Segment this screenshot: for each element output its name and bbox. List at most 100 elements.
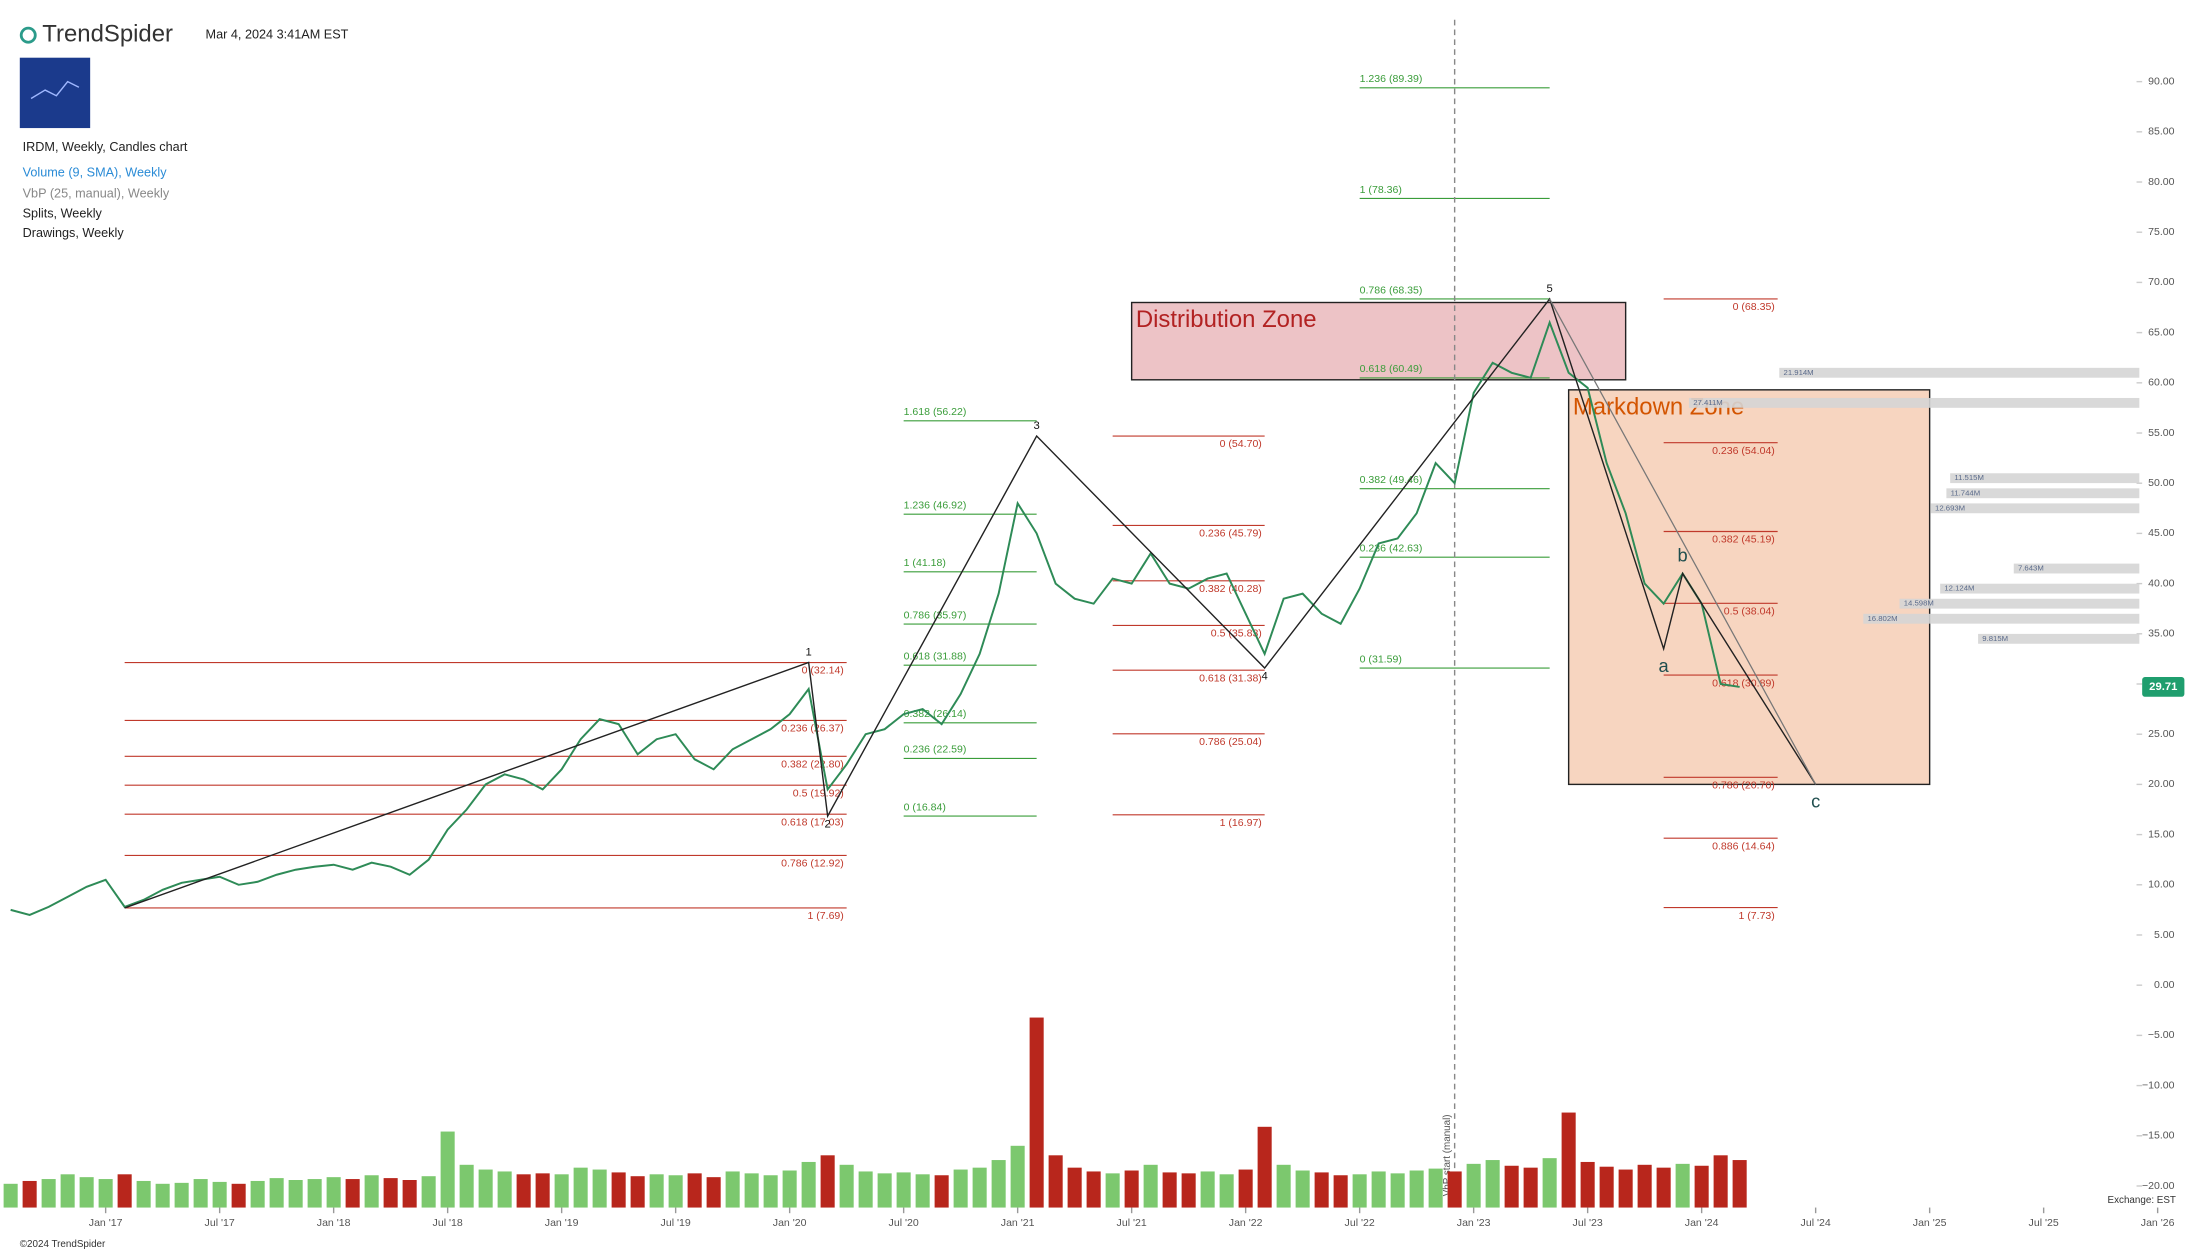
volume-bar — [1618, 1169, 1633, 1208]
volume-bar — [231, 1183, 246, 1208]
last-price-badge — [2142, 677, 2185, 697]
fib-label: 0 (68.35) — [1733, 301, 1775, 313]
volume-bar — [1162, 1172, 1177, 1208]
volume-bar — [611, 1172, 626, 1208]
fib-label: 0 (54.70) — [1220, 438, 1262, 450]
volume-bar — [763, 1175, 778, 1208]
volume-bar — [972, 1167, 987, 1208]
volume-bar — [573, 1167, 588, 1208]
volume-bar — [1276, 1164, 1291, 1208]
fib-label: 0.236 (45.79) — [1199, 528, 1262, 540]
volume-bar — [1485, 1160, 1500, 1208]
volume-bar — [1523, 1167, 1538, 1208]
volume-bar — [402, 1180, 417, 1208]
volume-bar — [60, 1174, 75, 1208]
volume-bar — [877, 1173, 892, 1208]
volume-bar — [1010, 1145, 1025, 1208]
fib-label: 0 (31.59) — [1360, 653, 1402, 665]
volume-bar — [801, 1161, 816, 1208]
y-tick-label: 85.00 — [2148, 126, 2175, 138]
volume-bar — [1067, 1167, 1082, 1208]
fib-label: 0.886 (14.64) — [1712, 840, 1775, 852]
volume-profile-bar — [1930, 503, 2140, 514]
volume-profile-bar — [1899, 598, 2140, 609]
volume-bar — [1314, 1172, 1329, 1208]
fib-label: 0.236 (54.04) — [1712, 445, 1775, 457]
wave-label: 5 — [1547, 283, 1553, 295]
x-tick-label: Jan '17 — [89, 1217, 123, 1229]
fib-label: 0.5 (19.92) — [793, 787, 844, 799]
copyright: ©2024 TrendSpider — [20, 1239, 106, 1250]
volume-profile-label: 12.693M — [1935, 503, 1965, 512]
volume-bar — [896, 1172, 911, 1208]
x-tick-label: Jan '20 — [773, 1217, 807, 1229]
volume-bar — [1409, 1170, 1424, 1208]
logo-mark — [30, 80, 80, 100]
volume-profile-bar — [1688, 397, 2140, 408]
volume-profile-bar — [2013, 563, 2140, 574]
fib-label: 0.786 (25.04) — [1199, 736, 1262, 748]
volume-bar — [1561, 1112, 1576, 1208]
volume-bar — [516, 1174, 531, 1208]
volume-bar — [174, 1182, 189, 1208]
x-tick-label: Jan '25 — [1913, 1217, 1947, 1229]
brand-icon — [19, 26, 37, 44]
volume-bar — [98, 1179, 113, 1208]
x-tick-label: Jul '24 — [1801, 1217, 1831, 1229]
volume-profile-bar — [1978, 633, 2140, 644]
x-tick-label: Jan '18 — [317, 1217, 351, 1229]
volume-bar — [22, 1180, 37, 1208]
volume-profile-label: 21.914M — [1784, 368, 1814, 377]
volume-bar — [1694, 1165, 1709, 1208]
volume-bar — [117, 1174, 132, 1208]
volume-profile-bar — [1940, 583, 2140, 594]
volume-bar — [668, 1175, 683, 1208]
fib-label: 0.618 (17.03) — [781, 816, 844, 828]
volume-profile-bar — [1779, 367, 2140, 378]
fib-label: 1 (16.97) — [1220, 817, 1262, 829]
volume-bar — [1124, 1170, 1139, 1208]
volume-bar — [687, 1173, 702, 1208]
vbp-start-label: VbP start (manual) — [1442, 1114, 1453, 1196]
volume-bar — [744, 1173, 759, 1208]
volume-profile-label: 12.124M — [1944, 584, 1974, 593]
volume-bar — [630, 1176, 645, 1208]
fib-label: 1 (7.69) — [807, 910, 843, 922]
volume-bar — [250, 1180, 265, 1208]
y-tick-label: 50.00 — [2148, 477, 2175, 489]
volume-bar — [3, 1183, 18, 1208]
volume-profile-bar — [1946, 488, 2140, 499]
volume-bar — [1181, 1173, 1196, 1208]
volume-bar — [592, 1169, 607, 1208]
exchange: Exchange: EST — [2108, 1195, 2176, 1206]
fib-label: 0.382 (22.80) — [781, 759, 844, 771]
volume-bar — [1732, 1160, 1747, 1208]
y-tick-label: 60.00 — [2148, 377, 2175, 389]
volume-bar — [1542, 1158, 1557, 1208]
volume-bar — [1428, 1168, 1443, 1208]
y-tick-label: 45.00 — [2148, 527, 2175, 539]
fib-label: 0.786 (12.92) — [781, 858, 844, 870]
volume-bar — [1504, 1165, 1519, 1208]
y-tick-label: −15.00 — [2142, 1130, 2175, 1142]
volume-bar — [269, 1178, 284, 1208]
volume-bar — [364, 1175, 379, 1208]
y-tick-label: 70.00 — [2148, 276, 2175, 288]
volume-bar — [288, 1180, 303, 1208]
x-tick-label: Jul '25 — [2029, 1217, 2059, 1229]
zone — [1567, 389, 1931, 786]
legend-line: Drawings, Weekly — [23, 226, 125, 240]
x-tick-label: Jul '22 — [1345, 1217, 1375, 1229]
fib-label: 0.618 (31.88) — [904, 650, 967, 662]
volume-bar — [1656, 1167, 1671, 1208]
volume-bar — [1219, 1174, 1234, 1208]
volume-profile-label: 14.598M — [1904, 599, 1934, 608]
volume-bar — [307, 1179, 322, 1208]
volume-bar — [1048, 1155, 1063, 1208]
fib-label: 1 (78.36) — [1360, 184, 1402, 196]
fib-label: 0.236 (42.63) — [1360, 543, 1423, 555]
fib-label: 1.236 (89.39) — [1360, 73, 1423, 85]
volume-bar — [953, 1169, 968, 1208]
fib-label: 0.786 (35.97) — [904, 609, 967, 621]
